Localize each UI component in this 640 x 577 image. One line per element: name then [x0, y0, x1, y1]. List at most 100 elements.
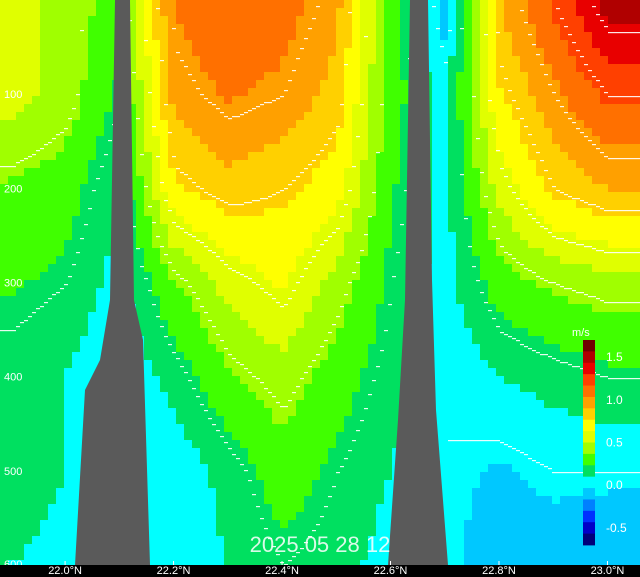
- field-cell: [32, 424, 41, 433]
- field-cell: [560, 88, 569, 97]
- field-cell: [552, 408, 561, 417]
- field-cell: [392, 48, 401, 57]
- field-cell: [48, 216, 57, 225]
- field-cell: [88, 24, 97, 33]
- field-cell: [16, 432, 25, 441]
- field-cell: [160, 24, 169, 33]
- field-cell: [496, 64, 505, 73]
- field-cell: [368, 88, 377, 97]
- field-cell: [232, 56, 241, 65]
- field-cell: [464, 352, 473, 361]
- field-cell: [216, 528, 225, 537]
- field-cell: [528, 96, 537, 105]
- field-cell: [488, 112, 497, 121]
- field-cell: [352, 208, 361, 217]
- field-cell: [544, 88, 553, 97]
- field-cell: [472, 200, 481, 209]
- field-cell: [248, 376, 257, 385]
- field-cell: [312, 336, 321, 345]
- field-cell: [352, 368, 361, 377]
- field-cell: [168, 504, 177, 513]
- field-cell: [336, 296, 345, 305]
- field-cell: [240, 552, 249, 561]
- field-cell: [544, 520, 553, 529]
- field-cell: [368, 0, 377, 9]
- field-cell: [248, 344, 257, 353]
- field-cell: [24, 304, 33, 313]
- field-cell: [104, 16, 113, 25]
- field-cell: [432, 192, 441, 201]
- field-cell: [0, 312, 9, 321]
- field-cell: [192, 96, 201, 105]
- field-cell: [312, 432, 321, 441]
- field-cell: [216, 448, 225, 457]
- field-cell: [208, 464, 217, 473]
- field-cell: [32, 160, 41, 169]
- field-cell: [144, 64, 153, 73]
- field-cell: [352, 376, 361, 385]
- field-cell: [392, 80, 401, 89]
- field-cell: [8, 384, 17, 393]
- field-cell: [504, 120, 513, 129]
- field-cell: [440, 496, 449, 505]
- field-cell: [48, 392, 57, 401]
- field-cell: [328, 208, 337, 217]
- field-cell: [384, 288, 393, 297]
- field-cell: [168, 120, 177, 129]
- field-cell: [176, 40, 185, 49]
- field-cell: [472, 528, 481, 537]
- field-cell: [32, 24, 41, 33]
- field-cell: [392, 168, 401, 177]
- field-cell: [456, 336, 465, 345]
- field-cell: [48, 240, 57, 249]
- field-cell: [520, 288, 529, 297]
- field-cell: [0, 480, 9, 489]
- field-cell: [496, 8, 505, 17]
- field-cell: [72, 488, 81, 497]
- field-cell: [280, 200, 289, 209]
- field-cell: [256, 352, 265, 361]
- field-cell: [248, 312, 257, 321]
- field-cell: [480, 88, 489, 97]
- field-cell: [136, 136, 145, 145]
- field-cell: [536, 48, 545, 57]
- field-cell: [192, 184, 201, 193]
- field-cell: [432, 72, 441, 81]
- field-cell: [216, 80, 225, 89]
- field-cell: [392, 296, 401, 305]
- field-cell: [32, 552, 41, 561]
- field-cell: [136, 216, 145, 225]
- field-cell: [32, 408, 41, 417]
- field-cell: [336, 344, 345, 353]
- field-cell: [256, 200, 265, 209]
- field-cell: [552, 480, 561, 489]
- field-cell: [352, 160, 361, 169]
- field-cell: [456, 488, 465, 497]
- field-cell: [256, 256, 265, 265]
- field-cell: [160, 288, 169, 297]
- field-cell: [496, 104, 505, 113]
- field-cell: [272, 520, 281, 529]
- field-cell: [88, 104, 97, 113]
- field-cell: [80, 168, 89, 177]
- field-cell: [8, 472, 17, 481]
- field-cell: [520, 552, 529, 561]
- field-cell: [488, 120, 497, 129]
- field-cell: [192, 24, 201, 33]
- field-cell: [360, 328, 369, 337]
- field-cell: [368, 416, 377, 425]
- field-cell: [496, 496, 505, 505]
- field-cell: [64, 280, 73, 289]
- field-cell: [248, 448, 257, 457]
- field-cell: [168, 320, 177, 329]
- field-cell: [520, 96, 529, 105]
- field-cell: [352, 424, 361, 433]
- field-cell: [200, 312, 209, 321]
- field-cell: [392, 96, 401, 105]
- field-cell: [272, 344, 281, 353]
- field-cell: [72, 320, 81, 329]
- field-cell: [48, 536, 57, 545]
- field-cell: [232, 280, 241, 289]
- field-cell: [352, 152, 361, 161]
- field-cell: [216, 360, 225, 369]
